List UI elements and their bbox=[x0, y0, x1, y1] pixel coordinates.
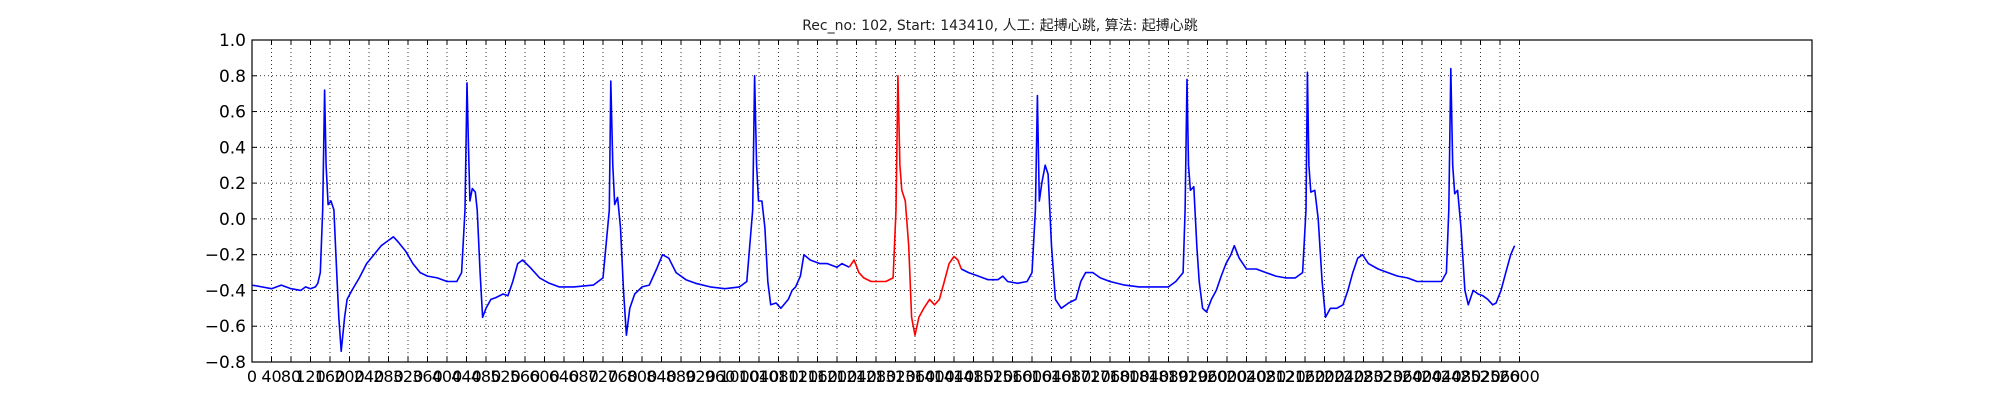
x-tick-label: 2520 bbox=[1460, 367, 1501, 386]
x-tick-label: 2000 bbox=[1207, 367, 1248, 386]
x-tick-label: 2280 bbox=[1343, 367, 1384, 386]
grid-lines bbox=[251, 39, 1812, 363]
y-axis-ticks: 1.0 0.8 0.6 0.4 0.2 0.0 −0.2 −0.4 −0.6 −0.8 bbox=[205, 31, 1812, 373]
ecg-trace-0 bbox=[251, 75, 850, 353]
x-tick-label: 2400 bbox=[1402, 367, 1443, 386]
y-tick-label: 1.0 bbox=[219, 31, 246, 51]
x-tick-label: 960 bbox=[705, 367, 736, 386]
x-tick-label: 920 bbox=[685, 367, 716, 386]
x-tick-label: 560 bbox=[510, 367, 541, 386]
x-tick-label: 440 bbox=[451, 367, 482, 386]
x-tick-label: 1440 bbox=[934, 367, 975, 386]
x-tick-label: 0 bbox=[247, 367, 257, 386]
x-tick-label: 1640 bbox=[1031, 367, 1072, 386]
y-tick-label: 0.4 bbox=[219, 138, 246, 158]
x-tick-label: 2080 bbox=[1246, 367, 1287, 386]
ecg-series-group bbox=[251, 67, 1516, 353]
x-tick-label: 2560 bbox=[1480, 367, 1521, 386]
x-tick-label: 680 bbox=[568, 367, 599, 386]
x-tick-label: 1200 bbox=[817, 367, 858, 386]
chart-title: Rec_no: 102, Start: 143410, 人工: 起搏心跳, 算法… bbox=[802, 17, 1198, 34]
x-tick-label: 1760 bbox=[1090, 367, 1131, 386]
x-tick-label: 1080 bbox=[758, 367, 799, 386]
y-tick-label: −0.2 bbox=[205, 246, 246, 266]
x-tick-label: 760 bbox=[607, 367, 638, 386]
x-tick-label: 1360 bbox=[895, 367, 936, 386]
x-tick-label: 880 bbox=[666, 367, 697, 386]
x-tick-label: 600 bbox=[529, 367, 560, 386]
x-axis-ticks: 0 40 8012016020024028032036040044048052056… bbox=[247, 40, 1540, 386]
x-tick-label: 1680 bbox=[1051, 367, 1092, 386]
x-tick-label: 1880 bbox=[1148, 367, 1189, 386]
x-tick-label: 1800 bbox=[1109, 367, 1150, 386]
x-tick-label: 480 bbox=[471, 367, 502, 386]
x-tick-label: 2120 bbox=[1265, 367, 1306, 386]
x-tick-label: 40 bbox=[261, 367, 281, 386]
x-tick-label: 160 bbox=[315, 367, 346, 386]
x-tick-label: 1840 bbox=[1129, 367, 1170, 386]
x-tick-label: 1280 bbox=[856, 367, 897, 386]
x-tick-label: 120 bbox=[295, 367, 326, 386]
x-tick-label: 840 bbox=[646, 367, 677, 386]
ecg-trace-1 bbox=[848, 75, 963, 336]
y-tick-label: 0.2 bbox=[219, 174, 246, 194]
x-tick-label: 400 bbox=[432, 367, 463, 386]
x-tick-label: 640 bbox=[549, 367, 580, 386]
x-tick-label: 1560 bbox=[992, 367, 1033, 386]
x-tick-label: 2320 bbox=[1363, 367, 1404, 386]
x-tick-label: 200 bbox=[334, 367, 365, 386]
x-tick-label: 1160 bbox=[797, 367, 838, 386]
x-tick-label: 1720 bbox=[1070, 367, 1111, 386]
x-tick-label: 1400 bbox=[914, 367, 955, 386]
x-tick-label: 1480 bbox=[953, 367, 994, 386]
x-tick-label: 1040 bbox=[739, 367, 780, 386]
x-tick-label: 320 bbox=[393, 367, 424, 386]
x-tick-label: 1000 bbox=[719, 367, 760, 386]
x-tick-label: 240 bbox=[354, 367, 385, 386]
y-tick-label: −0.4 bbox=[205, 281, 246, 301]
y-tick-label: 0.6 bbox=[219, 103, 246, 123]
x-tick-label: 1920 bbox=[1168, 367, 1209, 386]
x-tick-label: 2440 bbox=[1421, 367, 1462, 386]
x-tick-label: 1600 bbox=[1012, 367, 1053, 386]
y-tick-label: −0.6 bbox=[205, 317, 246, 337]
x-tick-label: 2600 bbox=[1499, 367, 1540, 386]
ecg-trace-2 bbox=[960, 67, 1516, 319]
x-tick-label: 1120 bbox=[778, 367, 819, 386]
x-tick-label: 520 bbox=[490, 367, 521, 386]
x-tick-label: 800 bbox=[627, 367, 658, 386]
x-tick-label: 2240 bbox=[1324, 367, 1365, 386]
x-tick-label: 1240 bbox=[836, 367, 877, 386]
x-tick-label: 2480 bbox=[1441, 367, 1482, 386]
y-tick-label: −0.8 bbox=[205, 353, 246, 373]
x-tick-label: 2040 bbox=[1226, 367, 1267, 386]
x-tick-label: 360 bbox=[412, 367, 443, 386]
x-tick-label: 720 bbox=[588, 367, 619, 386]
y-tick-label: 0.8 bbox=[219, 67, 246, 87]
x-tick-label: 1320 bbox=[875, 367, 916, 386]
x-tick-label: 2160 bbox=[1285, 367, 1326, 386]
x-tick-label: 80 bbox=[281, 367, 301, 386]
x-tick-label: 1960 bbox=[1187, 367, 1228, 386]
x-tick-label: 280 bbox=[373, 367, 404, 386]
x-tick-label: 2360 bbox=[1382, 367, 1423, 386]
x-tick-label: 2200 bbox=[1304, 367, 1345, 386]
y-tick-label: 0.0 bbox=[219, 210, 246, 230]
x-tick-label: 1520 bbox=[973, 367, 1014, 386]
